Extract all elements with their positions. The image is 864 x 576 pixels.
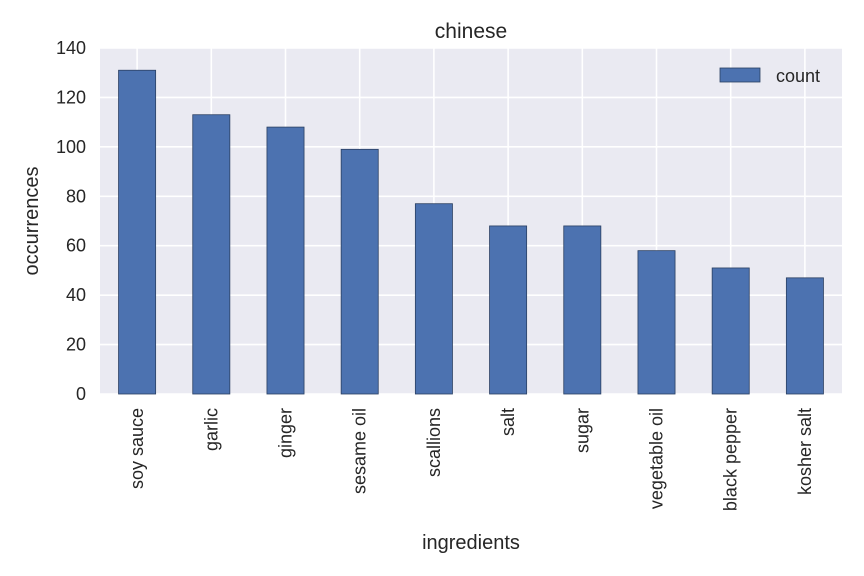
- bars: [118, 69, 824, 395]
- y-tick-label: 0: [76, 384, 86, 404]
- x-tick-label: soy sauce: [127, 408, 147, 489]
- bar-black-pepper: [711, 267, 750, 395]
- y-tick-labels: 0 20 40 60 80 100 120 140: [56, 38, 86, 404]
- x-tick-label: vegetable oil: [647, 408, 667, 509]
- x-tick-label: scallions: [424, 408, 444, 477]
- bar-sesame-oil: [340, 148, 379, 395]
- x-tick-label: garlic: [201, 408, 221, 451]
- bar-soy-sauce: [118, 69, 157, 395]
- x-tick-label: sesame oil: [350, 408, 370, 494]
- bar-ginger: [266, 126, 305, 395]
- x-tick-label: sugar: [572, 408, 592, 453]
- y-tick-label: 100: [56, 137, 86, 157]
- bar-sugar: [563, 225, 602, 395]
- bar-kosher-salt: [785, 277, 824, 395]
- y-tick-label: 80: [66, 186, 86, 206]
- x-tick-label: ginger: [276, 408, 296, 458]
- y-tick-label: 40: [66, 285, 86, 305]
- chart-title: chinese: [435, 20, 507, 43]
- y-tick-label: 60: [66, 236, 86, 256]
- y-axis-label: occurrences: [21, 167, 43, 276]
- bar-garlic: [192, 114, 231, 395]
- legend: count: [719, 66, 820, 86]
- y-tick-label: 20: [66, 335, 86, 355]
- x-tick-label: salt: [498, 408, 518, 436]
- legend-label: count: [776, 66, 820, 86]
- bar-salt: [489, 225, 528, 395]
- bar-scallions: [414, 203, 453, 395]
- y-tick-label: 140: [56, 38, 86, 58]
- x-axis-label: ingredients: [422, 532, 520, 554]
- x-tick-label: kosher salt: [795, 408, 815, 495]
- legend-swatch: [719, 67, 761, 83]
- bar-vegetable-oil: [637, 250, 676, 395]
- x-tick-labels: soy sauce garlic ginger sesame oil scallions…: [127, 408, 815, 511]
- x-tick-label: black pepper: [721, 408, 741, 511]
- y-tick-label: 120: [56, 87, 86, 107]
